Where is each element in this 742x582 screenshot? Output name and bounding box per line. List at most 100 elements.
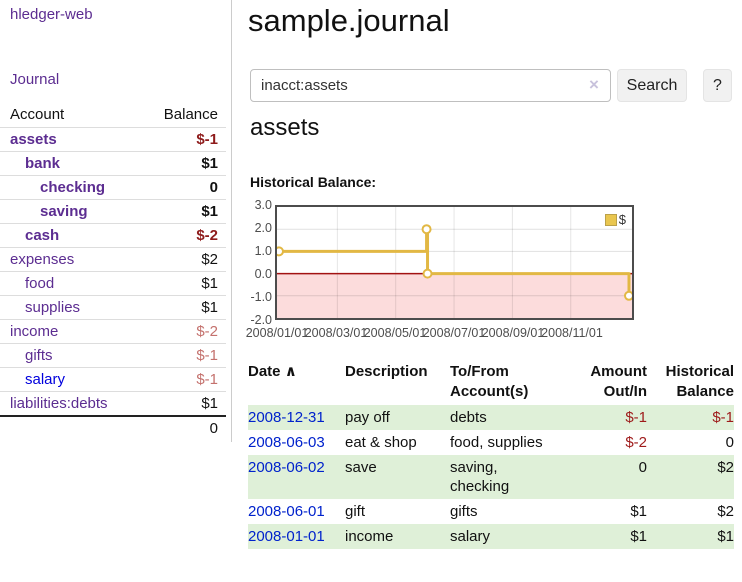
account-balance: $1 [201, 395, 218, 412]
transaction-date-link[interactable]: 2008-01-01 [248, 528, 325, 545]
legend-swatch-icon [604, 213, 617, 226]
accounts-total: 0 [0, 415, 226, 440]
amount-header-line1: Amount [590, 363, 647, 380]
sort-ascending-icon: ∧ [284, 363, 297, 380]
balance-header-line2: Balance [676, 383, 734, 400]
register-header-description: Description [345, 363, 428, 380]
transaction-balance: 0 [725, 434, 734, 451]
chart-plot-area: $ [275, 205, 634, 320]
account-link[interactable]: salary [25, 371, 66, 388]
account-row-saving: saving $1 [0, 199, 226, 223]
account-balance: $-2 [196, 323, 218, 340]
chart-title: Historical Balance: [250, 174, 377, 190]
account-balance: $-1 [196, 347, 218, 364]
account-balance: $1 [201, 275, 218, 292]
account-balance: $1 [201, 299, 218, 316]
transaction-balance: $1 [647, 524, 734, 549]
account-heading: assets [250, 114, 320, 141]
y-axis-tick-label: -2.0 [250, 313, 272, 327]
register-header-row: Date ∧ Description To/From Account(s) Am… [248, 360, 734, 405]
register-header-date[interactable]: Date ∧ [248, 360, 345, 405]
account-link[interactable]: liabilities:debts [10, 395, 108, 412]
register-row: 2008-12-31 pay off debts $-1 $-1 [248, 405, 734, 430]
accounts-header-balance: Balance [163, 106, 218, 123]
transaction-accounts: debts [450, 405, 585, 430]
accounts-header-line1: To/From [450, 363, 509, 380]
legend-label: $ [618, 212, 626, 227]
accounts-header-account: Account [10, 106, 65, 123]
account-link[interactable]: food [25, 275, 55, 292]
account-row-supplies: supplies $1 [0, 295, 226, 319]
transaction-amount: $-2 [625, 434, 647, 451]
account-row-income: income $-2 [0, 319, 226, 343]
transaction-balance: $-1 [647, 405, 734, 430]
account-row-cash: cash $-2 [0, 223, 226, 247]
account-balance: $1 [201, 155, 218, 172]
account-row-assets: assets $-1 [0, 127, 226, 151]
account-row-bank: bank $1 [0, 151, 226, 175]
account-link[interactable]: gifts [25, 347, 53, 364]
chart-legend: $ [602, 211, 628, 228]
transaction-description: eat & shop [345, 434, 417, 451]
app-title-link[interactable]: hledger-web [10, 6, 93, 23]
transaction-description: save [345, 455, 450, 499]
amount-header-line2: Out/In [603, 383, 647, 400]
clear-search-icon[interactable]: × [589, 75, 599, 94]
account-link[interactable]: expenses [10, 251, 75, 268]
accounts-header: Account Balance [0, 103, 226, 127]
transaction-date-link[interactable]: 2008-12-31 [248, 409, 325, 426]
account-link[interactable]: saving [40, 203, 88, 220]
transaction-amount: $1 [585, 524, 647, 549]
x-axis-tick-label: 2008/01/01 [245, 326, 309, 340]
y-axis-tick-label: 3.0 [254, 198, 272, 212]
account-row-expenses: expenses $2 [0, 247, 226, 271]
register-row: 2008-06-03 eat & shop food, supplies $-2 0 [248, 430, 734, 455]
search-bar: × Search ? [248, 69, 742, 103]
register-row: 2008-06-01 gift gifts $1 $2 [248, 499, 734, 524]
search-button[interactable]: Search [617, 69, 687, 102]
y-axis-tick-label: 1.0 [254, 244, 272, 258]
y-axis-tick-label: 0.0 [254, 267, 272, 281]
transaction-amount: 0 [585, 455, 647, 499]
accounts-panel: Account Balance assets $-1 bank $1 checking 0… [0, 103, 226, 440]
account-row-gifts: gifts $-1 [0, 343, 226, 367]
x-axis-tick-label: 2008/03/01 [304, 326, 368, 340]
transaction-amount: $-1 [585, 405, 647, 430]
transaction-accounts: saving, checking [450, 455, 585, 499]
transaction-balance: $2 [647, 455, 734, 499]
register-row: 2008-01-01 income salary $1 $1 [248, 524, 734, 549]
transaction-description: pay off [345, 405, 450, 430]
account-link[interactable]: income [10, 323, 59, 340]
accounts-header-line2: Account(s) [450, 383, 529, 400]
y-axis-tick-label: 2.0 [254, 221, 272, 235]
x-axis-tick-label: 2008/11/01 [541, 326, 603, 340]
search-input[interactable] [250, 69, 611, 102]
transaction-balance: $2 [717, 503, 734, 520]
transaction-date-link[interactable]: 2008-06-01 [248, 503, 325, 520]
account-balance: 0 [209, 179, 218, 196]
account-link[interactable]: cash [25, 227, 60, 244]
register-row: 2008-06-02 save saving, checking 0 $2 [248, 455, 734, 499]
account-balance: $-2 [196, 227, 218, 244]
historical-balance-chart: $ 3.0 2.0 1.0 0.0 -1.0 -2.0 2008/01/01 2008/03/… [246, 198, 742, 346]
transaction-date-link[interactable]: 2008-06-02 [248, 459, 325, 476]
help-button[interactable]: ? [703, 69, 732, 102]
account-link[interactable]: supplies [25, 299, 81, 316]
register-table: Date ∧ Description To/From Account(s) Am… [248, 360, 734, 549]
account-link[interactable]: checking [40, 179, 106, 196]
account-row-salary: salary $-1 [0, 367, 226, 391]
transaction-accounts: food, supplies [450, 434, 543, 451]
register-header-balance: Historical Balance [647, 360, 734, 405]
transaction-accounts: salary [450, 524, 585, 549]
transaction-description: gift [345, 503, 366, 520]
journal-link[interactable]: Journal [10, 71, 60, 88]
account-link[interactable]: bank [25, 155, 61, 172]
transaction-date-link[interactable]: 2008-06-03 [248, 434, 325, 451]
account-balance: $1 [201, 203, 218, 220]
transaction-description: income [345, 524, 450, 549]
account-balance: $-1 [196, 371, 218, 388]
account-link[interactable]: assets [10, 131, 57, 148]
sidebar: hledger-web Journal Account Balance asse… [0, 0, 232, 442]
register-header-amount: Amount Out/In [585, 360, 647, 405]
